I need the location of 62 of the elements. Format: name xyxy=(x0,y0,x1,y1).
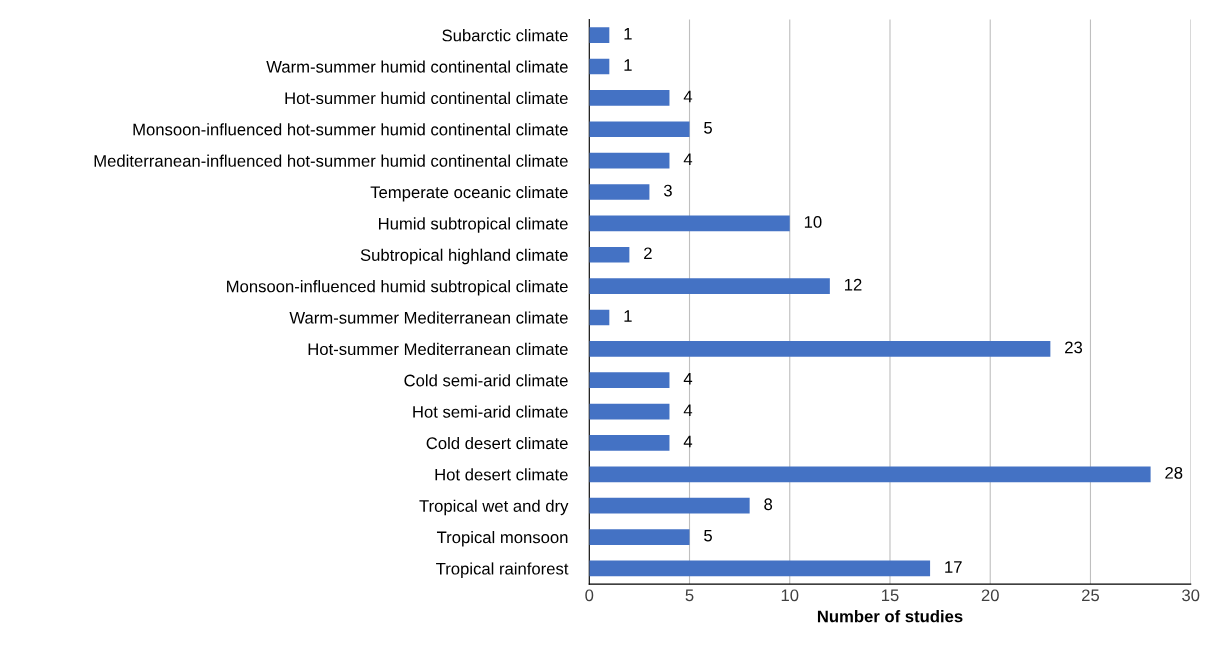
bar xyxy=(589,529,690,545)
x-tick-label: 15 xyxy=(881,589,899,602)
bar xyxy=(589,278,830,294)
data-label: 4 xyxy=(683,90,693,103)
data-label: 1 xyxy=(624,28,632,40)
data-label: 5 xyxy=(704,529,712,542)
bar xyxy=(589,403,670,420)
y-tick-label: Tropical monsoon xyxy=(436,531,568,547)
y-tick-label: Hot desert climate xyxy=(435,468,568,481)
data-label: 23 xyxy=(1065,341,1083,354)
data-label: 17 xyxy=(945,561,962,573)
bar xyxy=(589,435,670,451)
bar xyxy=(589,466,1151,483)
bar xyxy=(589,90,670,106)
data-label: 3 xyxy=(663,184,672,197)
y-tick-label: Humid subtropical climate xyxy=(379,217,568,233)
bar xyxy=(589,58,610,75)
x-axis-title: Number of studies xyxy=(817,610,963,623)
y-tick-label: Tropical wet and dry xyxy=(419,499,569,516)
bar xyxy=(589,372,670,389)
y-tick-label: Hot semi-arid climate xyxy=(413,405,568,418)
bar xyxy=(589,497,750,514)
data-label: 28 xyxy=(1165,466,1183,479)
x-tick-label: 25 xyxy=(1082,589,1100,602)
y-tick-label: Subtropical highland climate xyxy=(360,248,568,265)
x-tick-label: 10 xyxy=(781,589,799,602)
data-label: 10 xyxy=(804,216,822,228)
x-tick-label: 20 xyxy=(981,589,999,602)
data-label: 1 xyxy=(624,310,632,322)
bar xyxy=(589,215,790,232)
bar xyxy=(589,184,650,200)
y-tick-label: Warm-summer Mediterranean climate xyxy=(289,311,568,324)
y-tick-label: Temperate oceanic climate xyxy=(370,185,568,202)
bar xyxy=(589,341,1051,357)
y-tick-label: Hot-summer Mediterranean climate xyxy=(308,342,568,356)
y-tick-label: Tropical rainforest xyxy=(436,562,569,578)
data-label: 8 xyxy=(764,498,773,511)
y-tick-label: Cold desert climate xyxy=(426,436,568,450)
bar xyxy=(589,152,670,169)
data-label: 2 xyxy=(644,247,652,260)
data-label: 4 xyxy=(683,153,693,165)
x-tick-label: 30 xyxy=(1182,589,1200,602)
bar xyxy=(589,246,630,263)
y-tick-label: Warm-summer humid continental climate xyxy=(266,60,568,73)
x-tick-label: 0 xyxy=(585,589,594,602)
data-label: 1 xyxy=(624,59,632,71)
bar xyxy=(589,560,931,577)
data-label: 4 xyxy=(683,435,693,448)
y-tick-label: Mediterranean-influenced hot-summer humid continental climate xyxy=(94,154,568,167)
y-tick-label: Cold semi-arid climate xyxy=(404,374,568,387)
data-label: 4 xyxy=(683,404,693,416)
x-tick-label: 5 xyxy=(685,589,694,602)
y-tick-label: Monsoon-influenced humid subtropical climate xyxy=(227,280,568,296)
data-label: 12 xyxy=(845,278,862,291)
y-tick-label: Hot-summer humid continental climate xyxy=(285,91,568,105)
data-label: 4 xyxy=(683,373,693,385)
y-tick-label: Monsoon-influenced hot-summer humid continental climate xyxy=(133,123,568,136)
bar xyxy=(589,309,610,326)
bar xyxy=(589,27,610,43)
bar xyxy=(589,121,690,138)
y-tick-label: Subarctic climate xyxy=(442,29,568,42)
data-label: 5 xyxy=(704,122,712,134)
